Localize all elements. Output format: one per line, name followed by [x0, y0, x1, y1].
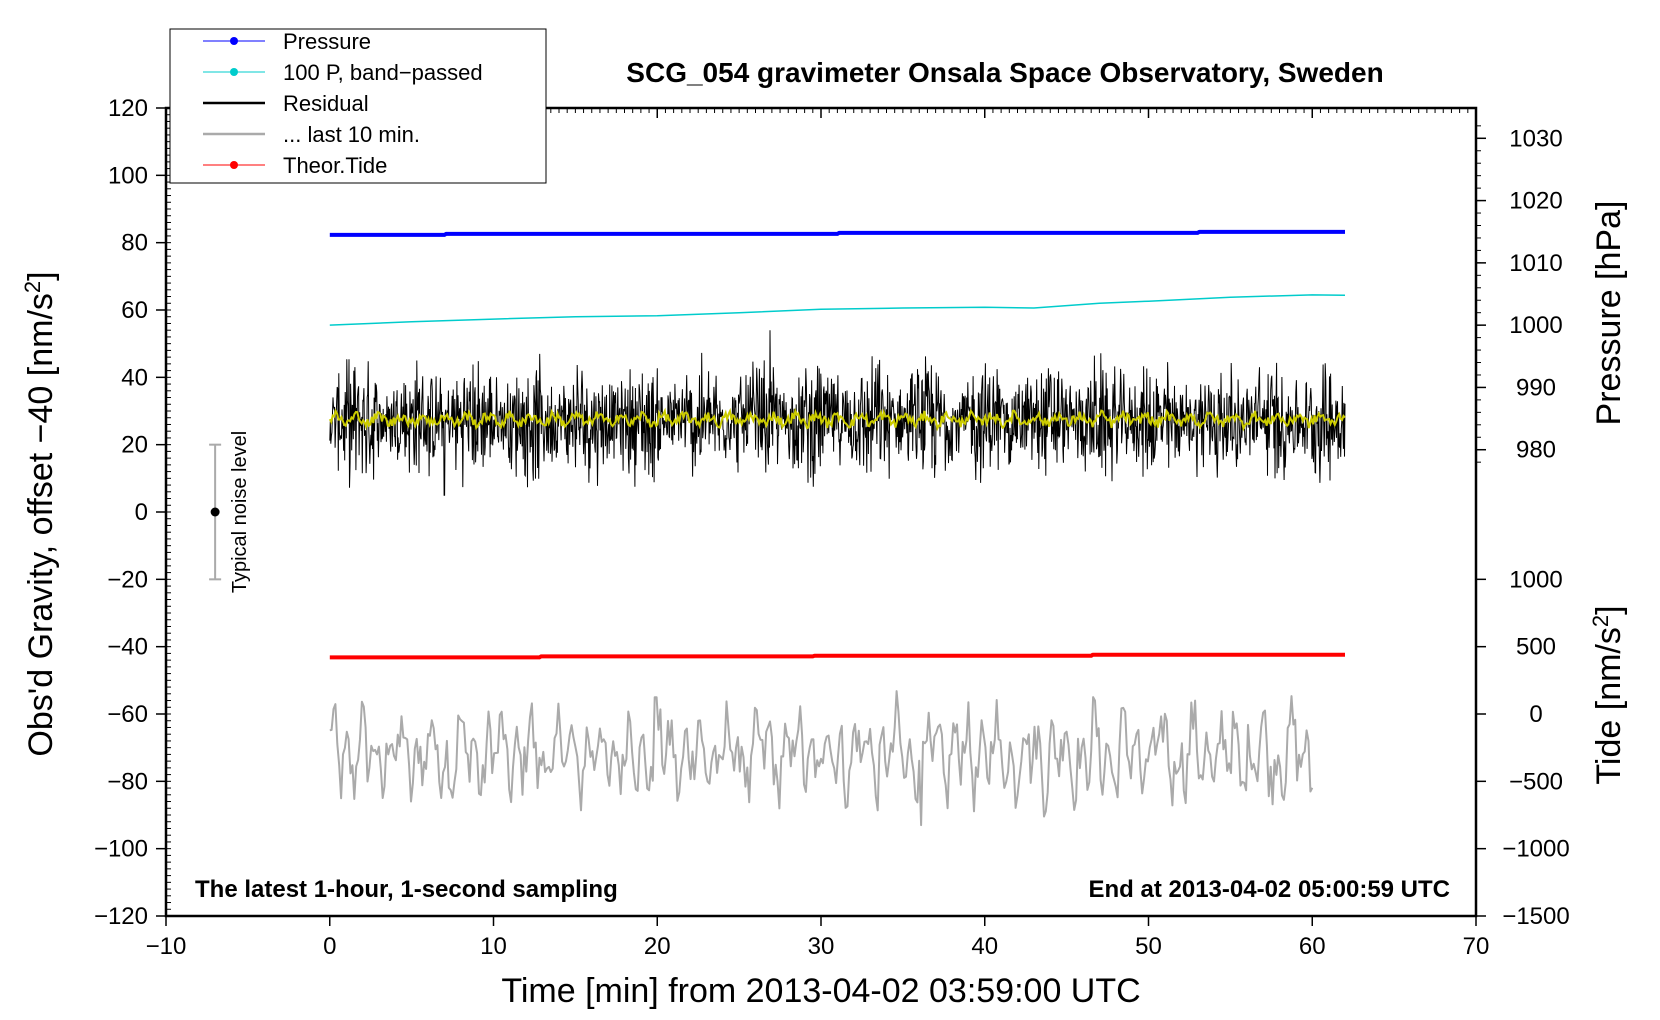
noise-center-dot [210, 507, 220, 517]
tide-axis-ticks: 1000 500 0 −500 −1000 −1500 [1476, 566, 1570, 930]
tide-tick-label: 0 [1529, 701, 1542, 728]
y-tick-label: −80 [107, 768, 148, 795]
y-tick-label: 120 [108, 95, 148, 122]
x-tick-label: 20 [644, 933, 671, 960]
note-right: End at 2013-04-02 05:00:59 UTC [1089, 876, 1451, 903]
legend-label: Theor.Tide [283, 153, 387, 178]
legend-label: Pressure [283, 29, 371, 54]
y-tick-label: −40 [107, 634, 148, 661]
legend-label: 100 P, band−passed [283, 60, 483, 85]
series-layer [328, 229, 1346, 827]
x-tick-label: 30 [808, 933, 835, 960]
legend-box [169, 28, 547, 184]
y-axis-tide-title: Tide [nm/s2] [1588, 605, 1629, 784]
x-tick-label: 70 [1463, 933, 1490, 960]
tide-tick-label: 500 [1516, 634, 1556, 661]
x-tick-label: 50 [1135, 933, 1162, 960]
y-tick-label: −100 [94, 836, 148, 863]
y-tick-label: −60 [107, 701, 148, 728]
note-left: The latest 1-hour, 1-second sampling [195, 876, 618, 903]
y-tick-label: 40 [121, 364, 148, 391]
tide-tick-label: −1500 [1502, 903, 1569, 930]
series-residual [329, 330, 1346, 496]
y-tick-label: 0 [135, 499, 148, 526]
tide-tick-label: 1000 [1509, 566, 1562, 593]
pressure-tick-label: 1020 [1509, 188, 1562, 215]
y-tick-label: −20 [107, 566, 148, 593]
chart-title: SCG_054 gravimeter Onsala Space Observat… [626, 57, 1383, 88]
series-pressure [329, 229, 1345, 237]
y-axis-left-title: Obs'd Gravity, offset −40 [nm/s2] [20, 271, 61, 756]
y-tick-label: 100 [108, 162, 148, 189]
x-tick-label: 10 [480, 933, 507, 960]
pressure-tick-label: 990 [1516, 374, 1556, 401]
series-residual-smoothed [328, 407, 1346, 432]
y-tick-label: 20 [121, 432, 148, 459]
y-tick-label: 60 [121, 297, 148, 324]
pressure-tick-label: 1000 [1509, 312, 1562, 339]
series-100p-band-passed [329, 294, 1346, 326]
x-tick-label: 0 [323, 933, 336, 960]
noise-level-label: Typical noise level [229, 431, 251, 593]
x-tick-label: 60 [1299, 933, 1326, 960]
x-tick-label: −10 [146, 933, 187, 960]
legend-marker [230, 37, 238, 45]
series-last-10-min [329, 690, 1314, 827]
x-axis-ticks: −10 0 10 20 30 40 50 60 70 [146, 108, 1490, 960]
y-axis-pressure-title: Pressure [hPa] [1590, 201, 1628, 426]
x-axis-title: Time [min] from 2013-04-02 03:59:00 UTC [501, 972, 1140, 1010]
legend-marker [230, 68, 238, 76]
tide-tick-label: −500 [1509, 768, 1563, 795]
plot-area [164, 106, 1478, 918]
x-tick-label: 40 [971, 933, 998, 960]
legend-marker [230, 161, 238, 169]
pressure-tick-label: 980 [1516, 437, 1556, 464]
pressure-axis-ticks: 1030 1020 1010 1000 990 980 [1476, 125, 1563, 464]
legend-label: ... last 10 min. [283, 122, 420, 147]
legend: Pressure 100 P, band−passed Residual ... la… [169, 28, 547, 184]
series-theoretical-tide [329, 652, 1345, 660]
y-tick-label: 80 [121, 230, 148, 257]
pressure-tick-label: 1030 [1509, 125, 1562, 152]
y-tick-label: −120 [94, 903, 148, 930]
tide-tick-label: −1000 [1502, 836, 1569, 863]
noise-level-indicator: Typical noise level [209, 431, 251, 593]
pressure-tick-label: 1010 [1509, 250, 1562, 277]
legend-label: Residual [283, 91, 369, 116]
legend-items: Pressure 100 P, band−passed Residual ... la… [203, 29, 483, 178]
y-axis-left-ticks: 120 100 80 60 40 20 0 −20 −40 −60 −80 −100 −120 [94, 95, 166, 930]
